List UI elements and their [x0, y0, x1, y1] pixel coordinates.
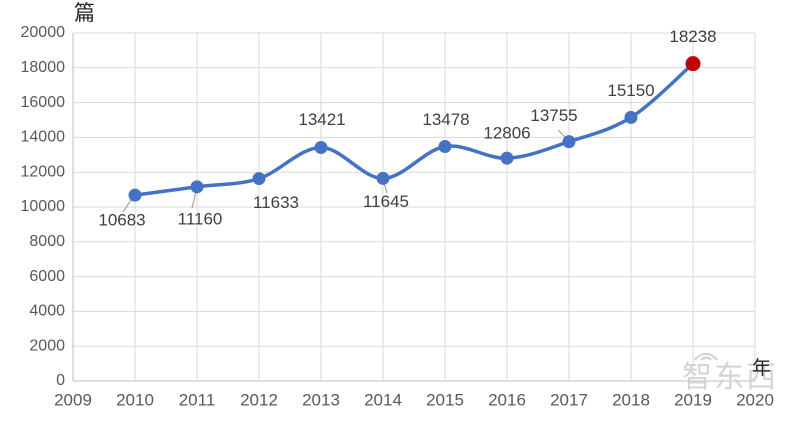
x-tick-label: 2020 [736, 390, 774, 409]
y-tick-label: 4000 [29, 303, 65, 320]
label-leader-line [122, 199, 132, 213]
x-tick-label: 2016 [488, 390, 526, 409]
data-label: 13421 [298, 110, 345, 129]
x-tick-label: 2013 [302, 390, 340, 409]
x-tick-label: 2014 [364, 390, 402, 409]
data-label: 12806 [483, 124, 530, 143]
data-point [128, 188, 142, 202]
y-tick-label: 12000 [21, 163, 66, 180]
data-point [438, 139, 452, 153]
data-point [500, 151, 514, 165]
y-axis-title: 篇 [74, 2, 95, 25]
y-tick-label: 14000 [21, 129, 66, 146]
x-tick-label: 2012 [240, 390, 278, 409]
data-point [314, 140, 328, 154]
data-point [376, 171, 390, 185]
x-tick-label: 2019 [674, 390, 712, 409]
data-point-highlight [685, 56, 701, 72]
data-point [190, 180, 204, 194]
y-tick-label: 6000 [29, 268, 65, 285]
data-label: 10683 [98, 211, 145, 230]
x-tick-label: 2018 [612, 390, 650, 409]
x-tick-label: 2011 [179, 390, 216, 409]
data-label: 13478 [422, 110, 469, 129]
data-label: 11160 [178, 209, 223, 228]
data-point [624, 110, 638, 124]
series-line [133, 61, 695, 197]
data-label: 13755 [530, 106, 577, 125]
y-tick-label: 18000 [21, 59, 66, 76]
data-label: 11645 [363, 192, 409, 211]
x-tick-label: 2015 [426, 390, 464, 409]
data-label: 18238 [669, 27, 716, 46]
data-label: 15150 [607, 81, 654, 100]
y-tick-label: 8000 [29, 233, 65, 250]
y-tick-label: 2000 [29, 337, 65, 354]
data-label: 11633 [253, 193, 299, 212]
y-tick-label: 10000 [21, 198, 66, 215]
data-point [562, 135, 576, 149]
x-tick-label: 2017 [550, 390, 588, 409]
x-axis-title: 年 [752, 358, 772, 379]
x-tick-label: 2009 [54, 390, 92, 409]
y-tick-label: 20000 [21, 24, 66, 41]
x-tick-label: 2010 [116, 390, 154, 409]
label-leader-line [191, 191, 197, 209]
y-tick-label: 0 [56, 372, 65, 389]
data-point [252, 172, 266, 186]
y-tick-label: 16000 [21, 94, 66, 111]
